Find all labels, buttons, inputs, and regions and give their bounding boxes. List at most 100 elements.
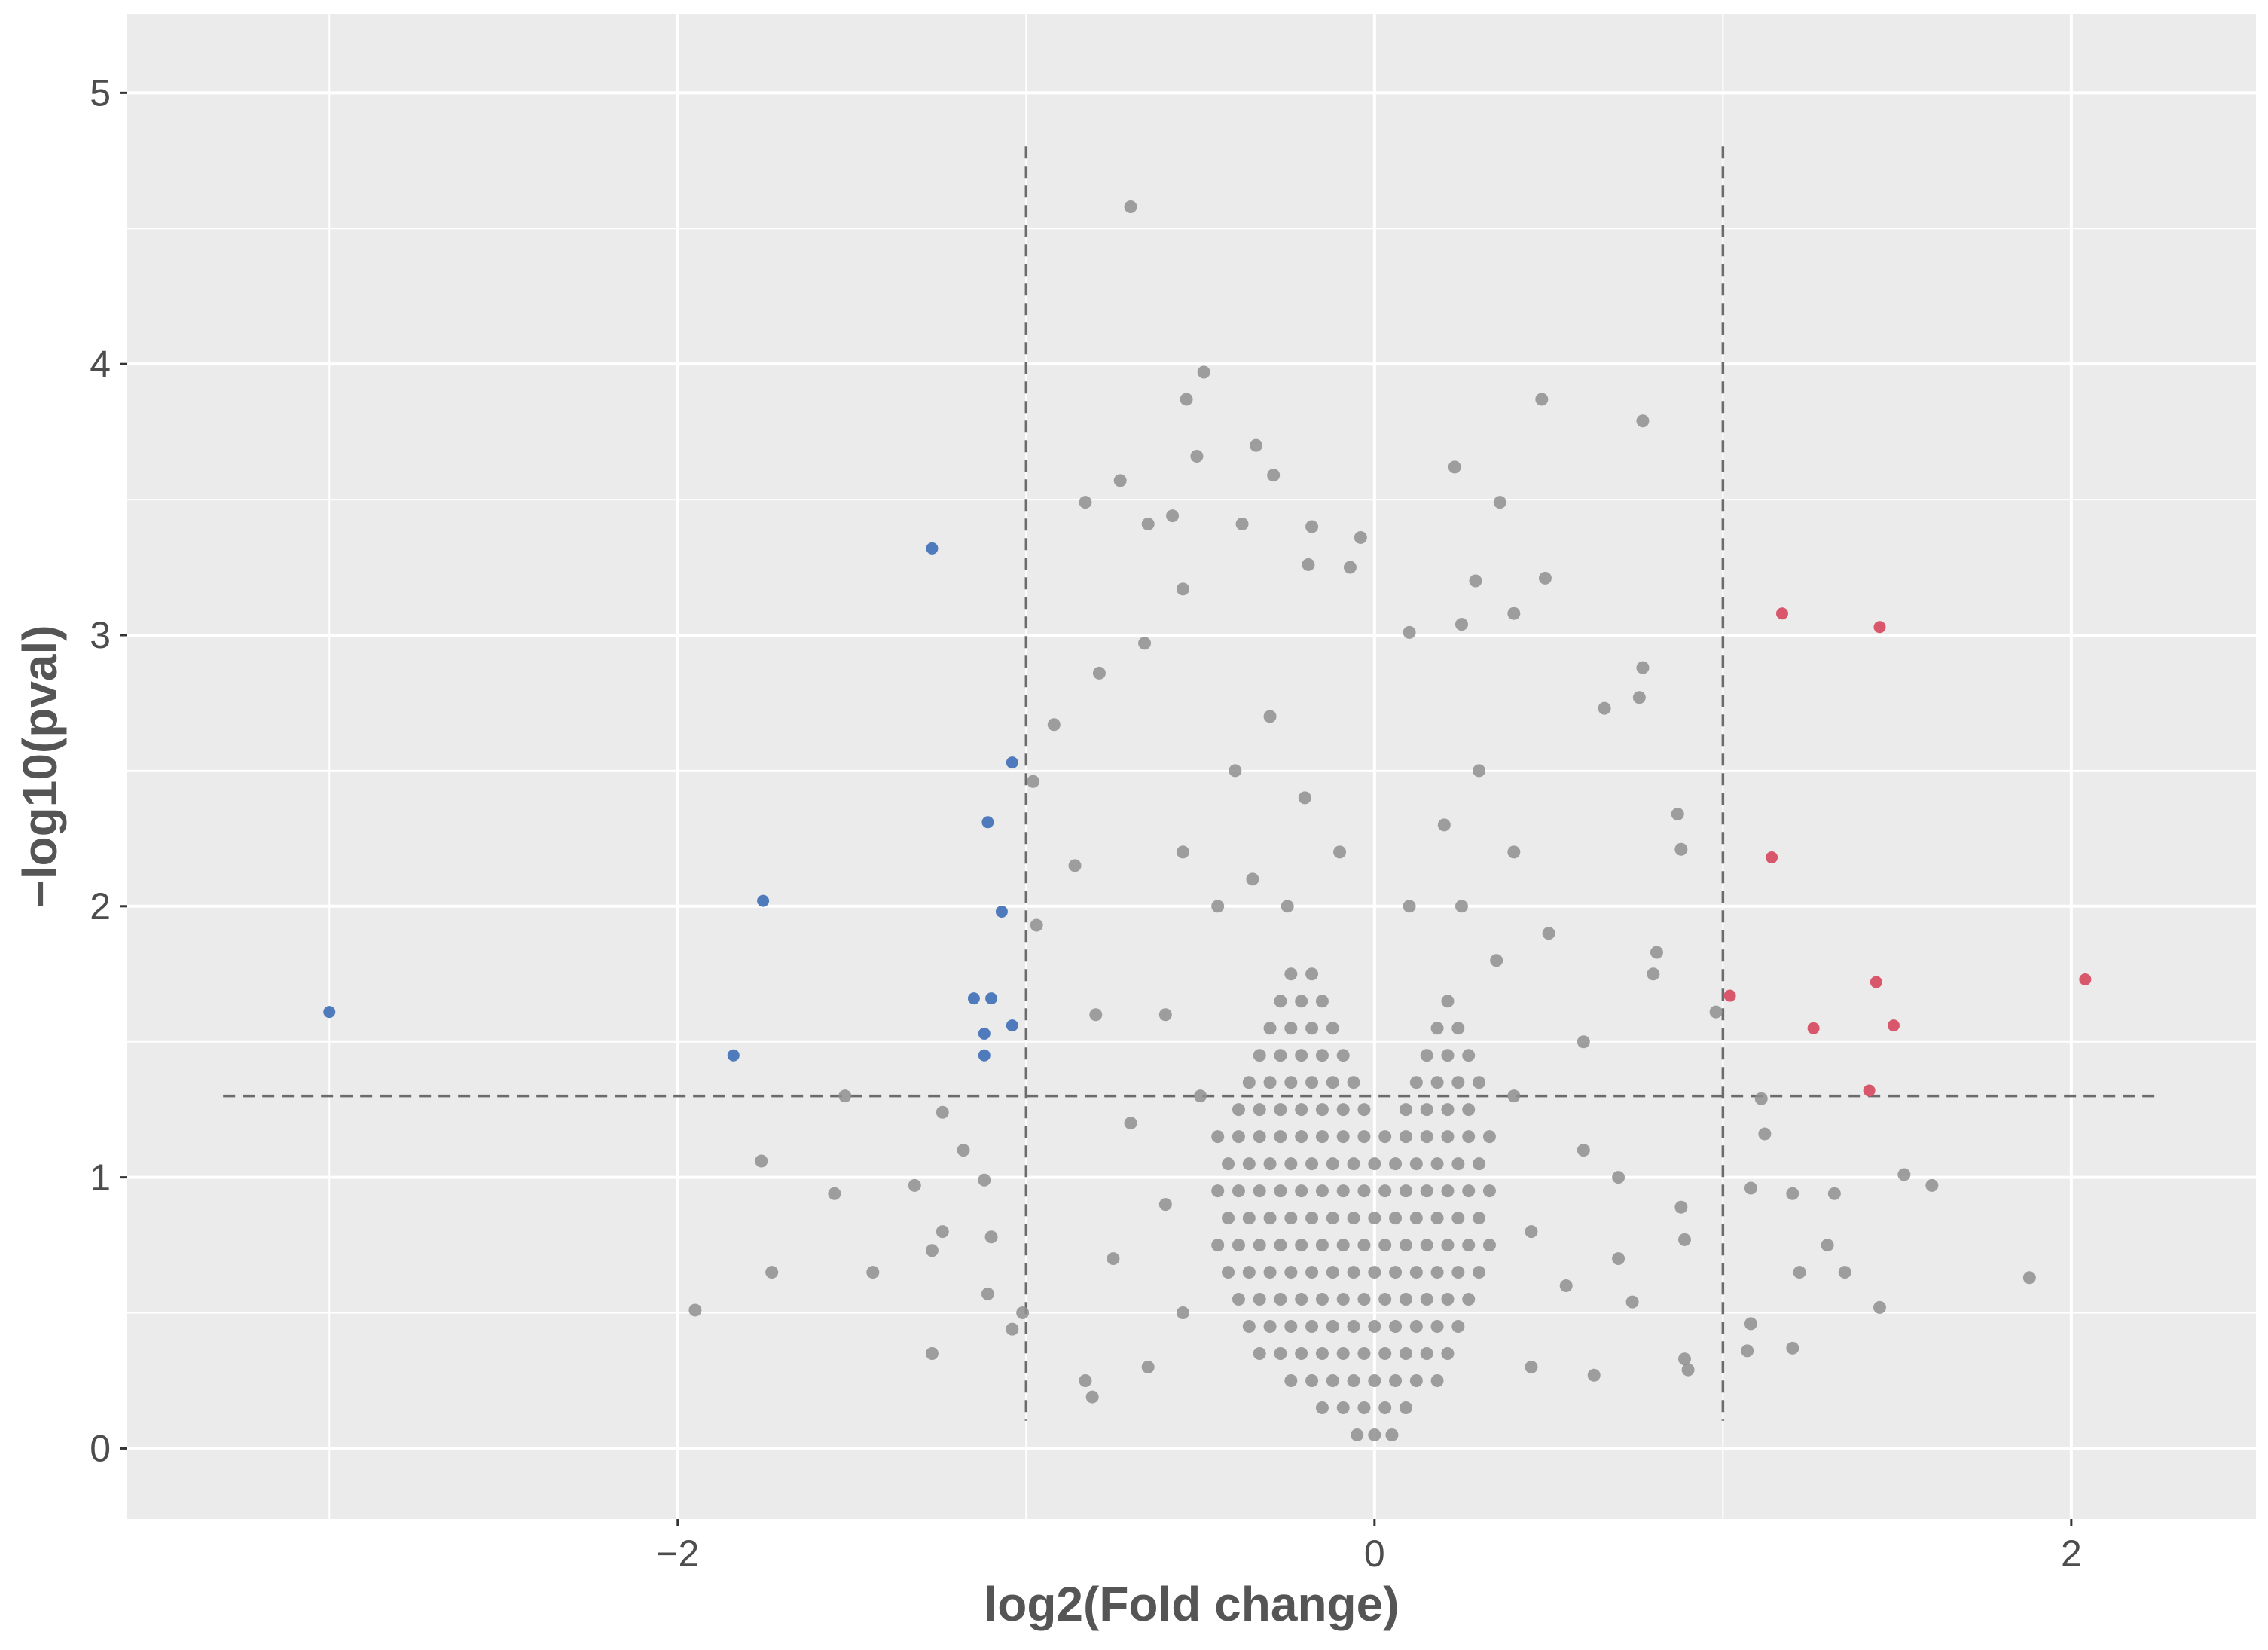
point xyxy=(981,1287,994,1300)
point xyxy=(866,1266,880,1279)
point xyxy=(1295,1130,1308,1144)
point xyxy=(1006,756,1018,769)
point xyxy=(1305,1266,1319,1279)
point xyxy=(1284,967,1298,981)
point xyxy=(1357,1184,1371,1198)
point xyxy=(1315,1130,1329,1144)
point xyxy=(1326,1320,1339,1334)
point xyxy=(1357,1293,1371,1306)
point xyxy=(1305,1022,1319,1035)
point xyxy=(985,992,998,1005)
point xyxy=(925,1347,939,1361)
point xyxy=(1253,1293,1266,1306)
point xyxy=(1351,1428,1364,1441)
point xyxy=(1451,1212,1465,1225)
point xyxy=(1211,1239,1225,1252)
point xyxy=(1378,1239,1392,1252)
point xyxy=(1267,469,1281,482)
point xyxy=(1793,1266,1806,1279)
point xyxy=(936,1105,949,1119)
point xyxy=(1409,1266,1423,1279)
point xyxy=(1786,1341,1799,1355)
point xyxy=(1448,460,1461,474)
point xyxy=(1295,995,1308,1008)
point xyxy=(1263,1022,1277,1035)
point xyxy=(1399,1347,1412,1361)
point xyxy=(1455,618,1468,631)
point xyxy=(1473,1076,1486,1089)
point xyxy=(1354,530,1367,544)
point xyxy=(1420,1184,1433,1198)
point xyxy=(1232,1293,1245,1306)
point xyxy=(1242,1076,1256,1089)
point xyxy=(936,1225,949,1239)
point xyxy=(1176,1306,1189,1320)
point xyxy=(1612,1252,1625,1266)
point xyxy=(1326,1076,1339,1089)
point xyxy=(1336,1293,1350,1306)
point xyxy=(1274,1103,1287,1117)
point xyxy=(1315,1401,1329,1414)
point xyxy=(1302,558,1315,571)
point xyxy=(1897,1168,1911,1181)
point xyxy=(755,1154,768,1168)
point xyxy=(1326,1157,1339,1171)
point xyxy=(1462,1184,1476,1198)
point xyxy=(828,1187,841,1200)
point xyxy=(1873,1300,1886,1314)
point xyxy=(1650,946,1663,959)
point xyxy=(1305,1373,1319,1387)
point xyxy=(1246,872,1259,886)
point xyxy=(1274,1347,1287,1361)
point xyxy=(1336,1239,1350,1252)
point xyxy=(1409,1373,1423,1387)
point xyxy=(1284,1212,1298,1225)
point xyxy=(1925,1178,1939,1192)
point xyxy=(1681,1363,1695,1377)
point xyxy=(1451,1320,1465,1334)
point xyxy=(1577,1144,1590,1157)
point xyxy=(978,1173,991,1187)
point xyxy=(1430,1266,1444,1279)
point xyxy=(1347,1266,1360,1279)
point xyxy=(1441,1293,1455,1306)
point xyxy=(1068,859,1082,872)
point xyxy=(1326,1022,1339,1035)
point xyxy=(926,542,939,555)
point xyxy=(1274,1184,1287,1198)
point xyxy=(1222,1212,1235,1225)
x-tick-label: 0 xyxy=(1364,1532,1385,1575)
point xyxy=(1535,393,1549,406)
point xyxy=(1232,1184,1245,1198)
point xyxy=(1870,976,1882,988)
point xyxy=(1092,666,1106,680)
y-tick-label: 0 xyxy=(90,1428,111,1470)
point xyxy=(1577,1035,1590,1049)
point xyxy=(984,1230,998,1244)
point xyxy=(1253,1347,1266,1361)
point xyxy=(1873,621,1886,634)
y-tick-label: 2 xyxy=(90,885,111,927)
point xyxy=(1305,1076,1319,1089)
point xyxy=(1420,1293,1433,1306)
point xyxy=(765,1266,779,1279)
point xyxy=(1409,1076,1423,1089)
point xyxy=(1315,1347,1329,1361)
point xyxy=(1409,1320,1423,1334)
point xyxy=(1378,1130,1392,1144)
point xyxy=(1368,1320,1381,1334)
point xyxy=(1399,1239,1412,1252)
point xyxy=(1336,1103,1350,1117)
point xyxy=(1295,1103,1308,1117)
point xyxy=(1315,1049,1329,1062)
point xyxy=(1347,1373,1360,1387)
point xyxy=(1085,1390,1099,1404)
point xyxy=(1389,1266,1403,1279)
point xyxy=(1430,1076,1444,1089)
y-tick-label: 4 xyxy=(90,343,111,385)
point xyxy=(1079,496,1092,509)
point xyxy=(1158,1008,1172,1022)
point xyxy=(1242,1212,1256,1225)
point xyxy=(1462,1049,1476,1062)
point xyxy=(1107,1252,1120,1266)
